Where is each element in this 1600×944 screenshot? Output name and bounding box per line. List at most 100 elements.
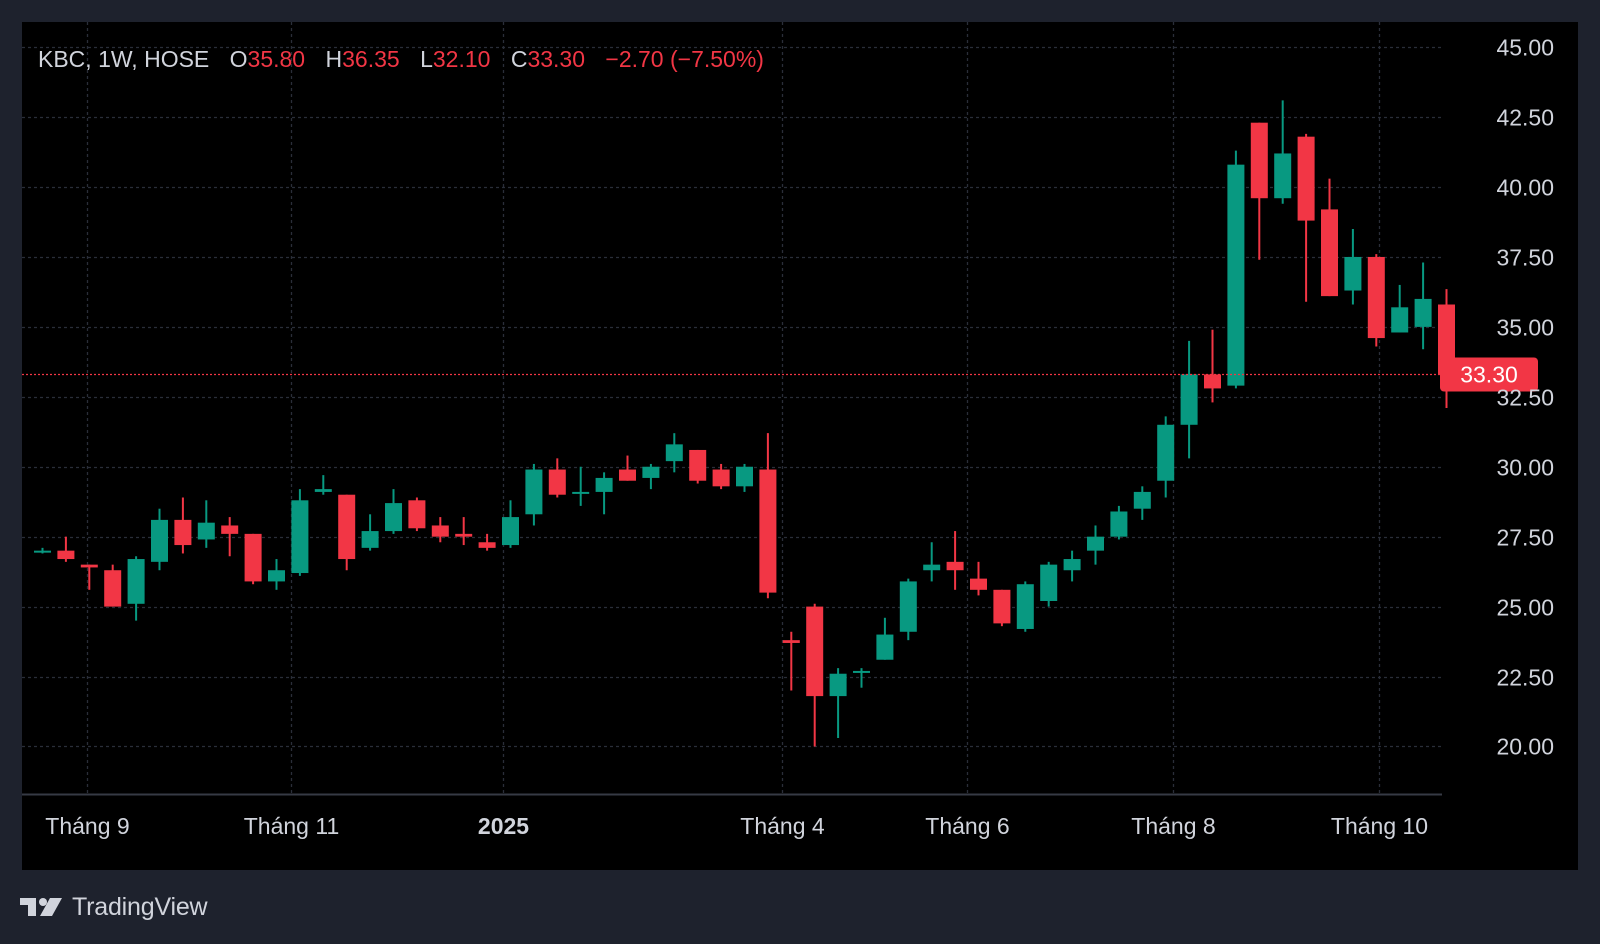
candle-down (1250, 122, 1268, 260)
candle-up (1087, 525, 1104, 565)
x-tick-label: Tháng 10 (1331, 813, 1428, 839)
candle-body (759, 469, 777, 593)
candle-up (853, 668, 870, 688)
x-axis[interactable]: Tháng 9 Tháng 11 2025 Tháng 4 Tháng 6 Tháng 8… (22, 793, 1442, 840)
candles (34, 100, 1455, 747)
candle-up (1227, 150, 1245, 389)
close-value: 33.30 (527, 46, 586, 72)
candle-body (104, 570, 122, 607)
candle-up (829, 668, 847, 739)
candle-body (291, 500, 309, 574)
symbol-info[interactable]: KBC, 1W, HOSE (38, 46, 210, 72)
candle-body (127, 559, 145, 604)
candle-body (548, 469, 566, 495)
low-label: L (420, 46, 433, 72)
candle-up (595, 472, 613, 515)
grid (22, 22, 1442, 794)
y-tick-label: 22.50 (1496, 665, 1554, 691)
y-tick-label: 42.50 (1496, 105, 1554, 131)
candle-body (408, 500, 426, 529)
candle-body (782, 640, 800, 643)
y-tick-label: 20.00 (1496, 734, 1554, 760)
candle-up (291, 489, 309, 576)
open-label: O (229, 46, 248, 72)
candle-body (946, 561, 964, 571)
candle-body (572, 491, 590, 494)
candle-body (619, 469, 636, 481)
candle-body (970, 578, 987, 590)
candle-up (736, 463, 753, 492)
candle-body (1438, 304, 1455, 375)
candle-body (385, 503, 402, 532)
candle-down (431, 517, 449, 543)
candle-down (712, 463, 730, 490)
candle-body (1016, 584, 1034, 629)
candle-down (338, 494, 356, 571)
candle-body (361, 531, 379, 548)
candle-body (736, 466, 753, 487)
candle-body (338, 494, 356, 560)
candle-body (1250, 122, 1268, 199)
candle-body (1063, 559, 1081, 571)
candle-up (923, 542, 941, 582)
candle-body (1344, 256, 1362, 291)
candle-up (572, 466, 590, 506)
candlestick-chart[interactable]: 33.30 45.00 42.50 40.00 37.50 35.00 32.50 30.0… (22, 22, 1578, 870)
candle-down (1297, 133, 1315, 302)
candle-body (1321, 209, 1338, 297)
candle-body (1297, 136, 1315, 221)
y-tick-label: 37.50 (1496, 245, 1554, 271)
tradingview-logo[interactable]: TradingView (20, 892, 208, 922)
candle-up (197, 500, 215, 548)
candle-body (993, 589, 1011, 624)
candle-down (970, 561, 987, 596)
candle-down (548, 458, 566, 498)
candle-body (1133, 491, 1151, 509)
last-price-line: 33.30 (22, 357, 1538, 392)
candle-body (34, 550, 51, 553)
candle-down (408, 497, 426, 532)
candle-body (1180, 374, 1198, 425)
y-axis[interactable]: 45.00 42.50 40.00 37.50 35.00 32.50 30.00 27.50… (1496, 35, 1554, 760)
candle-up (1391, 284, 1409, 333)
candle-down (174, 497, 192, 554)
candle-body (431, 525, 449, 537)
candle-body (151, 519, 168, 562)
candle-up (1274, 100, 1292, 204)
candle-body (1391, 307, 1409, 333)
high-label: H (325, 46, 343, 72)
candle-down (759, 433, 777, 599)
tradingview-logo-icon (20, 898, 62, 916)
candle-down (619, 455, 636, 481)
candle-up (34, 547, 51, 554)
candle-body (806, 606, 824, 697)
candle-up (1344, 228, 1362, 305)
candle-up (1063, 550, 1081, 582)
candle-body (221, 525, 239, 534)
chart-panel[interactable]: 33.30 45.00 42.50 40.00 37.50 35.00 32.50 30.0… (22, 22, 1578, 870)
y-tick-label: 32.50 (1496, 385, 1554, 411)
candle-body (595, 477, 613, 492)
candle-up (665, 433, 683, 473)
y-tick-label: 30.00 (1496, 455, 1554, 481)
x-tick-label: Tháng 4 (740, 813, 825, 839)
candle-up (899, 578, 917, 641)
candle-body (244, 533, 262, 582)
candle-down (80, 564, 98, 590)
candle-up (314, 475, 332, 495)
candle-body (1157, 424, 1175, 481)
candle-down (104, 564, 122, 607)
candle-body (876, 634, 894, 660)
candle-up (1157, 416, 1175, 498)
candle-down (806, 603, 824, 747)
candle-up (127, 556, 145, 621)
candle-down (57, 536, 75, 562)
y-tick-label: 45.00 (1496, 35, 1554, 61)
candle-body (712, 469, 730, 487)
candle-up (1110, 505, 1128, 540)
candle-body (1040, 564, 1058, 601)
change-value: −2.70 (−7.50%) (605, 46, 764, 72)
x-tick-label: Tháng 6 (925, 813, 1009, 839)
candle-down (1367, 254, 1385, 347)
candle-body (525, 469, 543, 515)
